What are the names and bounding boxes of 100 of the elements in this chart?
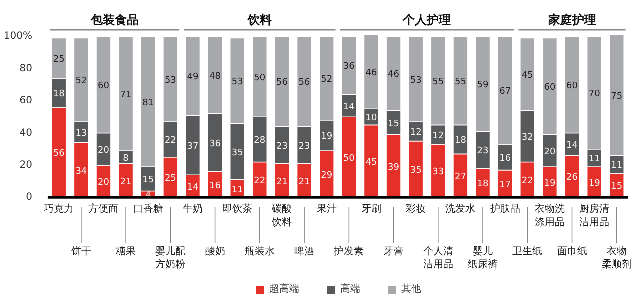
x-tick-label: 护肤品: [489, 203, 520, 216]
data-label: 20: [98, 146, 110, 156]
data-label: 11: [611, 161, 623, 172]
data-label: 11: [232, 185, 244, 196]
data-label: 15: [611, 182, 623, 192]
data-label: 53: [410, 76, 422, 86]
data-label: 55: [454, 77, 466, 88]
data-label: 70: [588, 89, 601, 100]
data-label: 20: [544, 147, 556, 158]
data-label: 23: [298, 142, 310, 152]
data-label: 71: [120, 90, 132, 100]
data-label: 23: [276, 142, 288, 152]
x-tick-label: 酸奶: [205, 245, 226, 258]
x-tick-label: 即饮茶: [222, 203, 253, 216]
x-tick-label: 个人清洁用品: [423, 245, 454, 271]
data-label: 32: [522, 132, 534, 143]
y-tick-label: 80: [20, 63, 33, 74]
x-tick-label: 洗发水: [446, 203, 476, 216]
data-label: 35: [232, 148, 244, 158]
data-label: 21: [276, 177, 288, 188]
text: 包装食品: [90, 12, 139, 27]
data-label: 18: [454, 136, 467, 146]
data-label: 25: [53, 54, 65, 65]
data-label: 49: [187, 72, 199, 83]
data-label: 22: [164, 136, 176, 146]
data-label: 8: [123, 154, 130, 164]
text: 饮料: [246, 12, 272, 27]
data-label: 45: [366, 158, 378, 168]
x-tick-label: 护发素: [333, 245, 364, 258]
x-tick-label: 卫生纸: [512, 245, 543, 258]
x-tick-label: 厨房清洁用品: [580, 203, 610, 228]
x-tick-label: 口香糖: [133, 203, 164, 216]
data-label: 52: [321, 75, 333, 86]
data-label: 25: [164, 174, 176, 184]
data-label: 22: [522, 176, 534, 186]
data-label: 33: [432, 168, 444, 178]
data-label: 21: [298, 177, 310, 188]
data-label: 10: [366, 114, 378, 124]
x-tick-label: 牙膏: [384, 245, 404, 258]
x-tick-label: 面巾纸: [557, 245, 588, 258]
data-label: 19: [544, 178, 556, 189]
data-label: 17: [500, 180, 512, 190]
data-label: 37: [187, 142, 199, 152]
y-tick-label: 0: [26, 192, 33, 204]
x-tick-label: 瓶装水: [244, 245, 275, 258]
x-tick-label: 碳酸 饮料: [271, 203, 292, 228]
data-label: 18: [477, 180, 490, 190]
text: 家庭护理: [547, 12, 596, 27]
data-label: 11: [588, 154, 600, 165]
data-label: 56: [298, 78, 311, 88]
data-label: 34: [76, 166, 88, 177]
data-label: 53: [164, 76, 176, 86]
data-label: 12: [410, 128, 422, 138]
data-label: 15: [388, 119, 400, 130]
x-tick-label: 巧克力: [44, 203, 74, 216]
data-label: 60: [544, 83, 556, 94]
x-tick-label: 果汁: [316, 203, 337, 216]
data-label: 14: [343, 102, 356, 112]
data-label: 22: [254, 176, 266, 186]
data-label: 36: [210, 139, 222, 150]
x-tick-label: 彩妆: [406, 203, 426, 216]
data-label: 81: [142, 98, 154, 108]
data-label: 16: [210, 181, 222, 192]
data-label: 26: [566, 173, 578, 184]
data-label: 21: [120, 177, 132, 188]
data-label: 52: [76, 76, 88, 87]
data-label: 35: [410, 166, 422, 176]
x-tick-label: 牛奶: [182, 203, 203, 216]
data-label: 39: [388, 162, 400, 173]
x-tick-label: 衣物柔顺剂: [602, 245, 632, 271]
data-label: 14: [566, 141, 578, 152]
data-label: 19: [321, 132, 333, 142]
data-label: 55: [432, 77, 444, 88]
legend-label: 高端: [340, 282, 360, 296]
data-label: 20: [98, 178, 110, 188]
data-label: 75: [611, 92, 623, 102]
data-label: 28: [254, 136, 266, 146]
data-label: 50: [254, 73, 266, 84]
data-label: 53: [232, 77, 244, 88]
data-label: 19: [588, 178, 601, 189]
data-label: 60: [98, 81, 110, 92]
text: 个人护理: [402, 12, 452, 27]
data-label: 50: [343, 154, 356, 164]
x-tick-label: 婴儿纸尿裤: [468, 245, 498, 271]
data-label: 56: [276, 78, 288, 88]
data-label: 18: [53, 89, 66, 100]
data-label: 46: [388, 70, 400, 80]
data-label: 16: [500, 154, 512, 164]
x-tick-label: 牙刷: [361, 204, 382, 216]
data-label: 23: [477, 146, 489, 157]
data-label: 48: [210, 72, 222, 82]
x-tick-label: 饼干: [70, 245, 92, 258]
data-label: 27: [454, 172, 466, 182]
data-label: 67: [500, 87, 512, 98]
data-label: 15: [142, 176, 154, 186]
data-label: 36: [343, 62, 356, 72]
data-label: 56: [53, 149, 66, 160]
data-label: 59: [477, 80, 490, 91]
data-label: 29: [321, 170, 333, 181]
x-tick-label: 婴儿配方奶粉: [156, 245, 186, 271]
